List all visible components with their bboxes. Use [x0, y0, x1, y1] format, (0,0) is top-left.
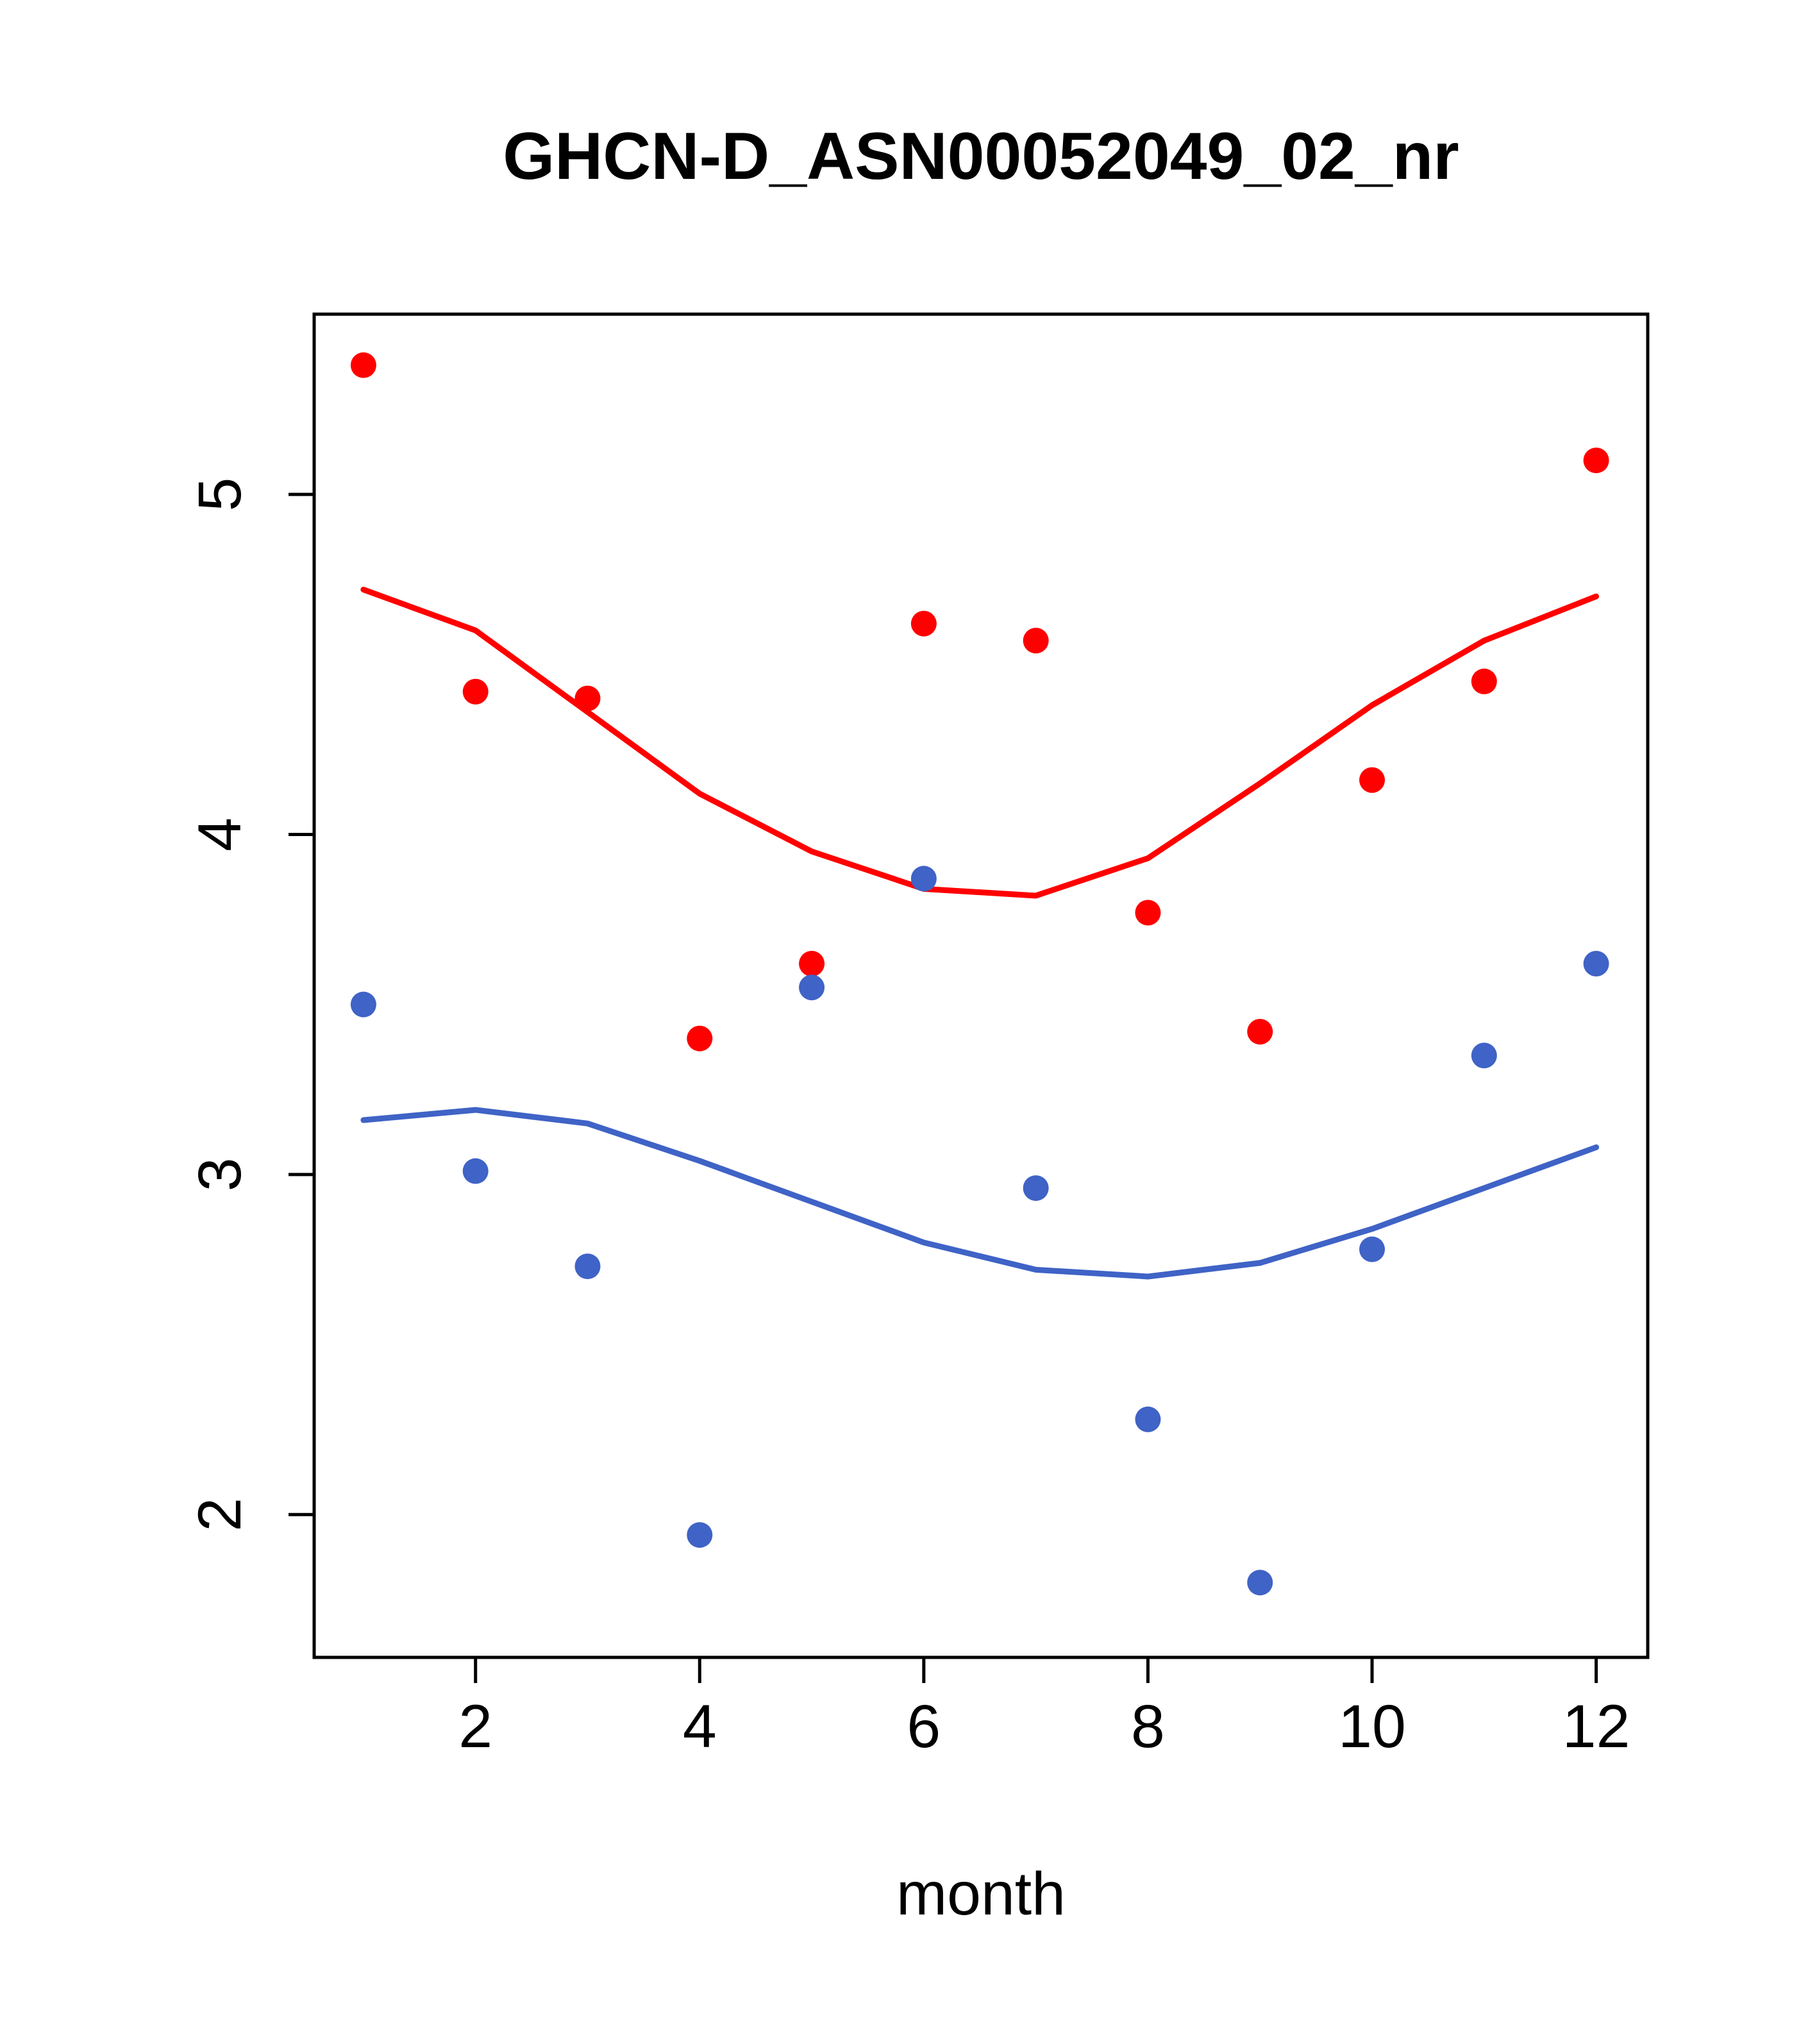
- red-smooth-line: [360, 587, 1600, 899]
- red-points-marker: [350, 352, 376, 378]
- red-points-marker: [1583, 448, 1609, 474]
- blue-points-marker: [1023, 1175, 1049, 1202]
- blue-points-marker: [462, 1158, 489, 1184]
- red-points-marker: [1247, 1019, 1273, 1045]
- y-tick-label: 5: [186, 478, 254, 512]
- red-points-marker: [574, 685, 601, 712]
- x-axis-label: month: [896, 1860, 1066, 1928]
- blue-points-marker: [1247, 1570, 1273, 1596]
- red-points-marker: [1471, 668, 1497, 694]
- blue-points-marker: [1135, 1406, 1161, 1432]
- red-points-marker: [462, 678, 489, 705]
- plot-box: [312, 312, 1650, 1659]
- red-points-marker: [1135, 900, 1161, 926]
- red-points-marker: [799, 951, 825, 977]
- blue-points-marker: [350, 991, 376, 1018]
- blue-points-marker: [1583, 951, 1609, 977]
- x-tick-label: 6: [907, 1693, 941, 1761]
- blue-points-marker: [574, 1253, 601, 1280]
- blue-points-marker: [799, 975, 825, 1001]
- chart-title: GHCN-D_ASN00052049_02_nr: [503, 119, 1459, 194]
- blue-points-marker: [1359, 1236, 1386, 1262]
- red-points-marker: [687, 1025, 713, 1051]
- y-tick-label: 3: [186, 1157, 254, 1191]
- x-tick-label: 4: [683, 1693, 717, 1761]
- x-tick-label: 12: [1562, 1693, 1630, 1761]
- blue-points-marker: [910, 866, 937, 892]
- x-tick-label: 8: [1131, 1693, 1165, 1761]
- y-tick-label: 4: [186, 817, 254, 851]
- x-tick-label: 2: [458, 1693, 492, 1761]
- blue-points-marker: [1471, 1043, 1497, 1069]
- blue-smooth-line: [360, 1107, 1600, 1280]
- red-points-marker: [910, 610, 937, 637]
- y-tick-label: 2: [186, 1498, 254, 1532]
- blue-points-marker: [687, 1522, 713, 1548]
- red-points-marker: [1023, 628, 1049, 654]
- red-points-marker: [1359, 767, 1386, 793]
- x-tick-label: 10: [1338, 1693, 1406, 1761]
